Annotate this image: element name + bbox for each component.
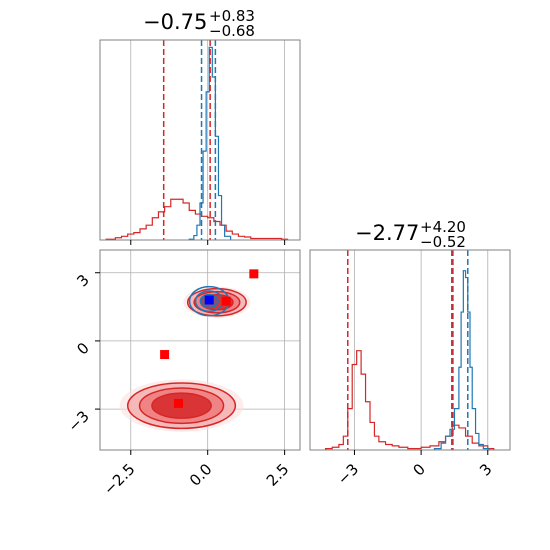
title-param2: −2.77 +4.20 −0.52 — [355, 218, 466, 251]
joint-panel: −2.5 0.0 2.5 3 0 −3 — [64, 249, 301, 499]
p3-xtick-label-1: 0 — [409, 460, 428, 479]
hist1-blue-series — [188, 46, 232, 240]
p1-frame — [99, 39, 301, 241]
p2-xtick-label-0: −2.5 — [100, 460, 138, 498]
p3-xtick-label-2: 3 — [476, 460, 495, 479]
p2-xtick-label-2: 2.5 — [263, 460, 293, 490]
red-marker-1 — [221, 296, 231, 306]
hist2-blue-series — [433, 270, 490, 450]
p2-ytick-label-0: 3 — [73, 271, 92, 290]
title-param2-lower: −0.52 — [420, 233, 466, 251]
p3-xtick-label-0: −3 — [334, 460, 362, 488]
p3-frame — [309, 249, 511, 451]
title-param2-median: −2.77 — [355, 221, 419, 245]
title-param1-median: −0.75 — [143, 10, 207, 34]
red-marker-2 — [160, 350, 170, 360]
hist1-red-series — [105, 198, 289, 240]
title-param1: −0.75 +0.83 −0.68 — [143, 7, 255, 40]
red-marker-3 — [173, 398, 183, 408]
title-param2-upper: +4.20 — [420, 218, 466, 236]
p2-xtick-label-1: 0.0 — [186, 460, 216, 490]
title-param1-lower: −0.68 — [209, 22, 255, 40]
title-param1-upper: +0.83 — [209, 7, 255, 25]
blue-marker — [204, 295, 214, 305]
marginal-panel-param1 — [99, 39, 301, 245]
red-marker-0 — [249, 269, 259, 279]
p2-ytick-label-1: 0 — [73, 339, 92, 358]
hist2-red-series — [324, 350, 495, 450]
p2-frame — [99, 249, 301, 451]
p2-ytick-label-2: −3 — [64, 407, 92, 435]
marginal-panel-param2: −3 0 3 — [309, 249, 511, 488]
